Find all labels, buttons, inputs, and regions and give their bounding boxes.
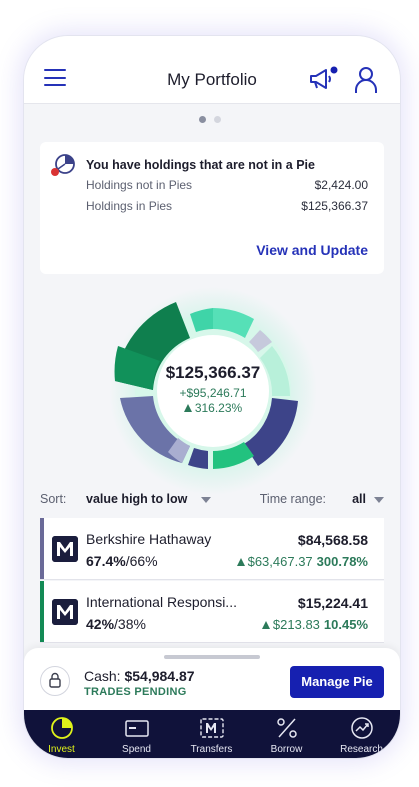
tab-borrow[interactable]: Borrow [249, 710, 324, 758]
lock-button[interactable] [40, 666, 70, 696]
holding-change-percent: 10.45% [323, 617, 368, 632]
donut-center [157, 335, 269, 447]
donut-segment[interactable] [114, 346, 160, 390]
fund-logo-icon [52, 536, 78, 562]
donut-segment[interactable] [168, 438, 190, 463]
trades-pending-status: TRADES PENDING [84, 686, 187, 698]
pie-alert-icon [51, 154, 75, 176]
donut-segment[interactable] [260, 346, 291, 396]
tab-label: Research [340, 744, 383, 755]
holdings-not-in-pie-card: You have holdings that are not in a Pie … [40, 142, 384, 274]
percent-icon [277, 718, 297, 738]
tab-label: Borrow [270, 744, 303, 755]
carousel-dot-active[interactable] [199, 116, 206, 123]
lock-icon [49, 672, 61, 688]
up-triangle-icon [183, 404, 192, 412]
tab-label: Spend [122, 744, 151, 755]
holding-change-amount: $63,467.37 [247, 554, 313, 569]
research-icon [351, 717, 373, 739]
holding-value: $84,568.58 [297, 532, 368, 548]
sheet-grabber-handle[interactable] [164, 655, 260, 659]
holding-change-percent: 300.78% [316, 554, 368, 569]
view-and-update-link[interactable]: View and Update [256, 242, 368, 258]
hamburger-menu-icon[interactable] [44, 69, 66, 87]
holdings-not-in-pies-label: Holdings not in Pies [86, 178, 193, 192]
donut-segment[interactable] [249, 330, 272, 352]
page-title: My Portfolio [167, 70, 257, 89]
holding-allocation: 67.4%/66% [86, 553, 158, 569]
holding-change: $63,467.37 300.78% [236, 554, 368, 569]
donut-segment[interactable] [213, 308, 254, 338]
app-header: My Portfolio [24, 36, 400, 104]
sort-row: Sort: value high to low Time range: all [40, 492, 384, 512]
holding-change: $213.83 10.45% [261, 617, 368, 632]
holding-value: $15,224.41 [297, 595, 368, 611]
allocation-target: /38% [114, 616, 146, 632]
fund-logo-icon [52, 599, 78, 625]
portfolio-gain-value: +$95,246.71 [179, 386, 247, 400]
donut-segment[interactable] [190, 308, 213, 332]
card-icon [125, 720, 149, 737]
cash-balance: Cash: $54,984.87 [84, 668, 195, 684]
holding-row-international[interactable]: International Responsi... 42%/38% $15,22… [40, 581, 384, 643]
up-triangle-icon [236, 558, 245, 566]
cash-value: $54,984.87 [124, 668, 195, 684]
bottom-tab-bar: Invest Spend Transfers Borrow [24, 710, 400, 758]
sort-caret-icon[interactable] [201, 497, 211, 503]
user-profile-icon[interactable] [354, 66, 378, 94]
holding-accent-bar [40, 518, 44, 579]
carousel-dot[interactable] [214, 116, 221, 123]
sort-dropdown[interactable]: value high to low [86, 492, 188, 506]
portfolio-gain-percent: 316.23% [108, 401, 318, 415]
donut-segment[interactable] [213, 442, 254, 469]
holding-accent-bar [40, 581, 44, 642]
donut-segment[interactable] [244, 398, 298, 466]
allocation-actual: 42% [86, 616, 115, 632]
holding-change-amount: $213.83 [272, 617, 320, 632]
cash-label: Cash: [84, 668, 121, 684]
allocation-target: /66% [125, 553, 158, 569]
holdings-in-pies-value: $125,366.37 [301, 199, 368, 213]
tab-label: Invest [48, 744, 75, 755]
portfolio-donut-chart[interactable] [108, 286, 318, 496]
time-range-caret-icon[interactable] [374, 497, 384, 503]
phone-frame: My Portfolio You have holdings that are … [24, 36, 400, 758]
transfers-icon [200, 718, 224, 738]
tab-label: Transfers [190, 744, 233, 755]
holding-name: International Responsi... [86, 594, 237, 610]
up-triangle-icon [261, 621, 270, 629]
holding-allocation: 42%/38% [86, 616, 146, 632]
allocation-actual: 67.4% [86, 553, 126, 569]
megaphone-icon[interactable] [308, 66, 338, 92]
donut-segment[interactable] [188, 448, 208, 469]
manage-pie-button[interactable]: Manage Pie [290, 666, 384, 698]
tab-research[interactable]: Research [324, 710, 399, 758]
gain-percent-text: 316.23% [194, 401, 243, 415]
time-range-label: Time range: [259, 492, 326, 506]
tab-transfers[interactable]: Transfers [174, 710, 249, 758]
pie-chart-icon [51, 717, 73, 739]
card-title: You have holdings that are not in a Pie [86, 158, 315, 172]
sort-label: Sort: [40, 492, 67, 506]
holding-row-berkshire[interactable]: Berkshire Hathaway 67.4%/66% $84,568.58 … [40, 518, 384, 580]
holdings-in-pies-label: Holdings in Pies [86, 199, 173, 213]
holding-name: Berkshire Hathaway [86, 531, 212, 547]
cash-bottom-sheet[interactable]: Cash: $54,984.87 TRADES PENDING Manage P… [24, 648, 400, 710]
portfolio-total-value: $125,366.37 [165, 363, 261, 382]
holdings-not-in-pies-value: $2,424.00 [314, 178, 368, 192]
time-range-dropdown[interactable]: all [352, 492, 366, 506]
tab-spend[interactable]: Spend [99, 710, 174, 758]
tab-invest[interactable]: Invest [24, 710, 99, 758]
